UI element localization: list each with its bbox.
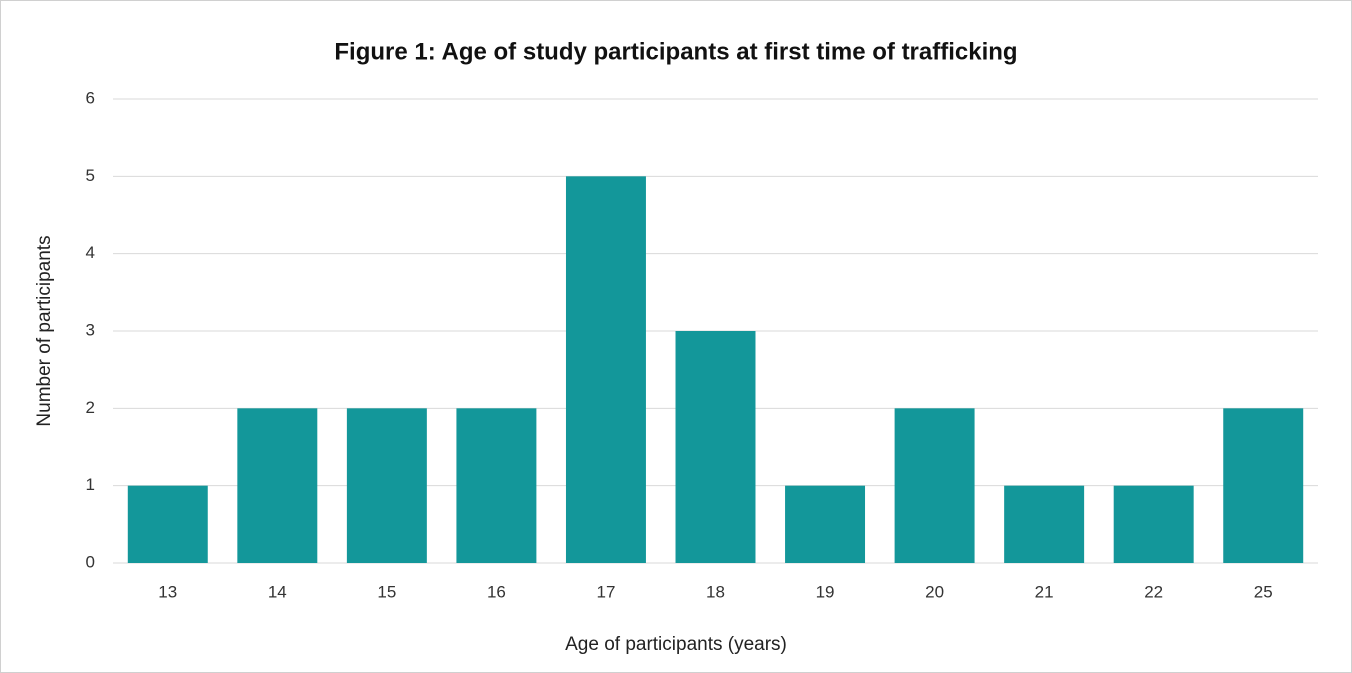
bar — [894, 408, 975, 563]
bar — [1223, 408, 1304, 563]
y-tick-label: 5 — [86, 166, 95, 185]
x-tick-label: 16 — [487, 582, 506, 601]
bar — [785, 485, 866, 563]
x-tick-label: 15 — [377, 582, 396, 601]
bar — [127, 485, 208, 563]
chart-title: Figure 1: Age of study participants at f… — [334, 38, 1017, 65]
bar — [1113, 485, 1194, 563]
y-axis-title: Number of participants — [34, 235, 55, 426]
x-tick-label: 25 — [1254, 582, 1273, 601]
x-tick-label: 22 — [1144, 582, 1163, 601]
y-tick-label: 2 — [86, 398, 95, 417]
bar — [237, 408, 318, 563]
bar — [565, 176, 646, 564]
x-tick-label: 13 — [158, 582, 177, 601]
y-tick-label: 4 — [86, 243, 95, 262]
bar — [1004, 485, 1085, 563]
bar — [675, 331, 756, 563]
y-tick-label: 0 — [86, 552, 95, 571]
x-tick-label: 21 — [1035, 582, 1054, 601]
x-tick-label: 17 — [596, 582, 615, 601]
x-tick-label: 20 — [925, 582, 944, 601]
y-tick-label: 3 — [86, 320, 95, 339]
x-tick-label: 18 — [706, 582, 725, 601]
y-tick-label: 1 — [86, 475, 95, 494]
x-axis-title: Age of participants (years) — [565, 634, 787, 655]
bar — [456, 408, 537, 563]
x-tick-label: 19 — [816, 582, 835, 601]
y-tick-label: 6 — [86, 88, 95, 107]
bar — [346, 408, 427, 563]
x-tick-label: 14 — [268, 582, 287, 601]
